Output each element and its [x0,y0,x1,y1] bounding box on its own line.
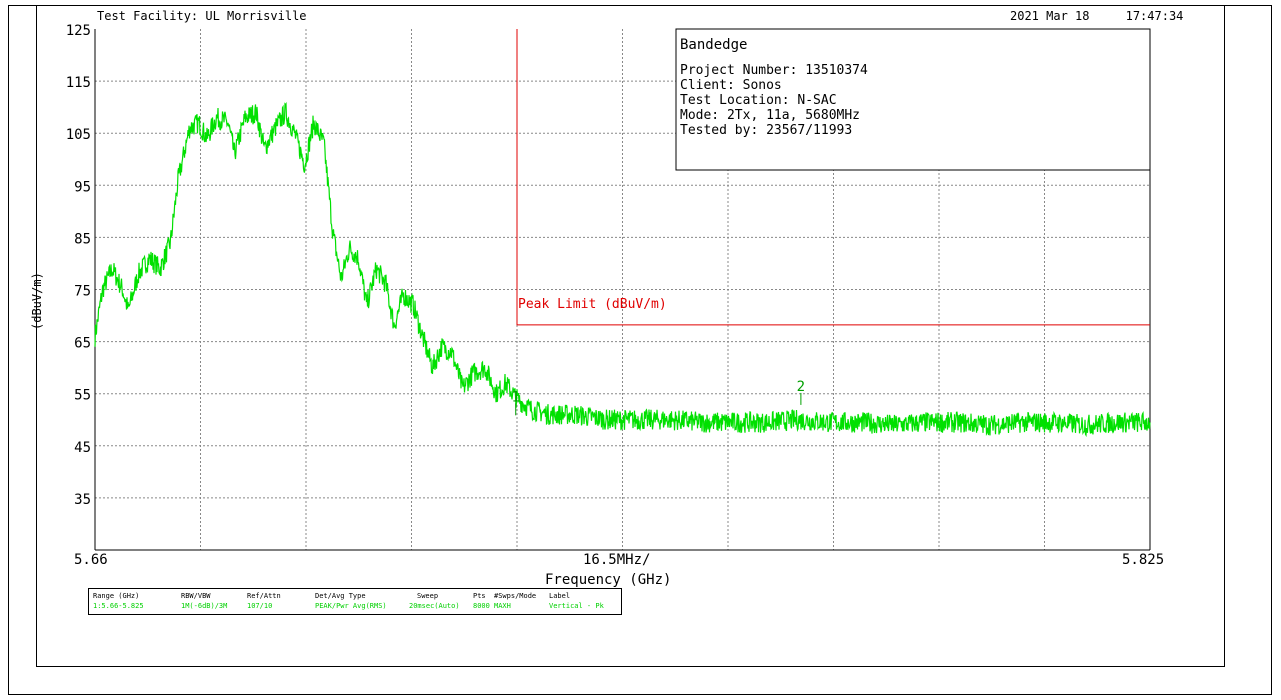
facility-label: Test Facility: UL Morrisville [97,9,307,23]
y-tick-label: 85 [74,231,91,247]
settings-header-det: Det/Avg Type [315,592,366,600]
limit-label: Peak Limit (dBuV/m) [518,297,667,312]
y-tick-label: 95 [74,179,91,195]
settings-value-pts: 8000 [473,602,490,610]
settings-value-range: 1:5.66-5.825 [93,602,144,610]
info-client: Client: Sonos [680,78,782,93]
datetime-label: 2021 Mar 18 17:47:34 [1010,9,1183,23]
settings-header-sweep: Sweep [417,592,439,600]
measurement-settings-table: Range (GHz) RBW/VBW Ref/Attn Det/Avg Typ… [88,588,622,615]
settings-value-rbw: 1M(-6dB)/3M [181,602,228,610]
settings-header-ref: Ref/Attn [247,592,281,600]
settings-value-label: Vertical - Pk [549,602,604,610]
markers: 12 [512,379,805,416]
limit-line [516,29,1150,326]
y-tick-label: 125 [66,23,91,39]
info-project: Project Number: 13510374 [680,63,868,78]
info-mode: Mode: 2Tx, 11a, 5680MHz [680,108,860,123]
marker-label: 1 [512,389,520,405]
info-location: Test Location: N-SAC [680,93,837,108]
y-axis-label: (dBuV/m) [30,272,44,330]
settings-value-det: PEAK/Pwr Avg(RMS) [315,602,387,610]
y-tick-label: 105 [66,127,91,143]
x-tick-start: 5.66 [74,552,108,568]
y-tick-label: 75 [74,284,91,300]
y-tick-label: 45 [74,440,91,456]
settings-header-swps: #Swps/Mode [494,592,537,600]
spectrum-trace-line [94,101,1151,438]
peak-limit-line [516,29,1150,326]
settings-header-range: Range (GHz) [93,592,140,600]
settings-value-sweep: 20msec(Auto) [409,602,460,610]
settings-value-ref: 107/10 [247,602,273,610]
spectrum-trace [94,101,1151,438]
x-tick-center: 16.5MHz/ [583,552,650,568]
y-tick-label: 65 [74,336,91,352]
info-tested-by: Tested by: 23567/11993 [680,123,852,138]
y-tick-label: 115 [66,75,91,91]
settings-header-pts: Pts [473,592,486,600]
info-title: Bandedge [680,37,747,53]
settings-header-rbw: RBW/VBW [181,592,211,600]
x-axis-label: Frequency (GHz) [545,572,671,588]
y-tick-label: 35 [74,492,91,508]
settings-value-mode: MAXH [494,602,511,610]
settings-header-label: Label [549,592,571,600]
y-tick-label: 55 [74,388,91,404]
info-box [675,28,1151,171]
plot-frame [36,5,1225,667]
marker-label: 2 [797,379,805,395]
x-tick-end: 5.825 [1122,552,1164,568]
